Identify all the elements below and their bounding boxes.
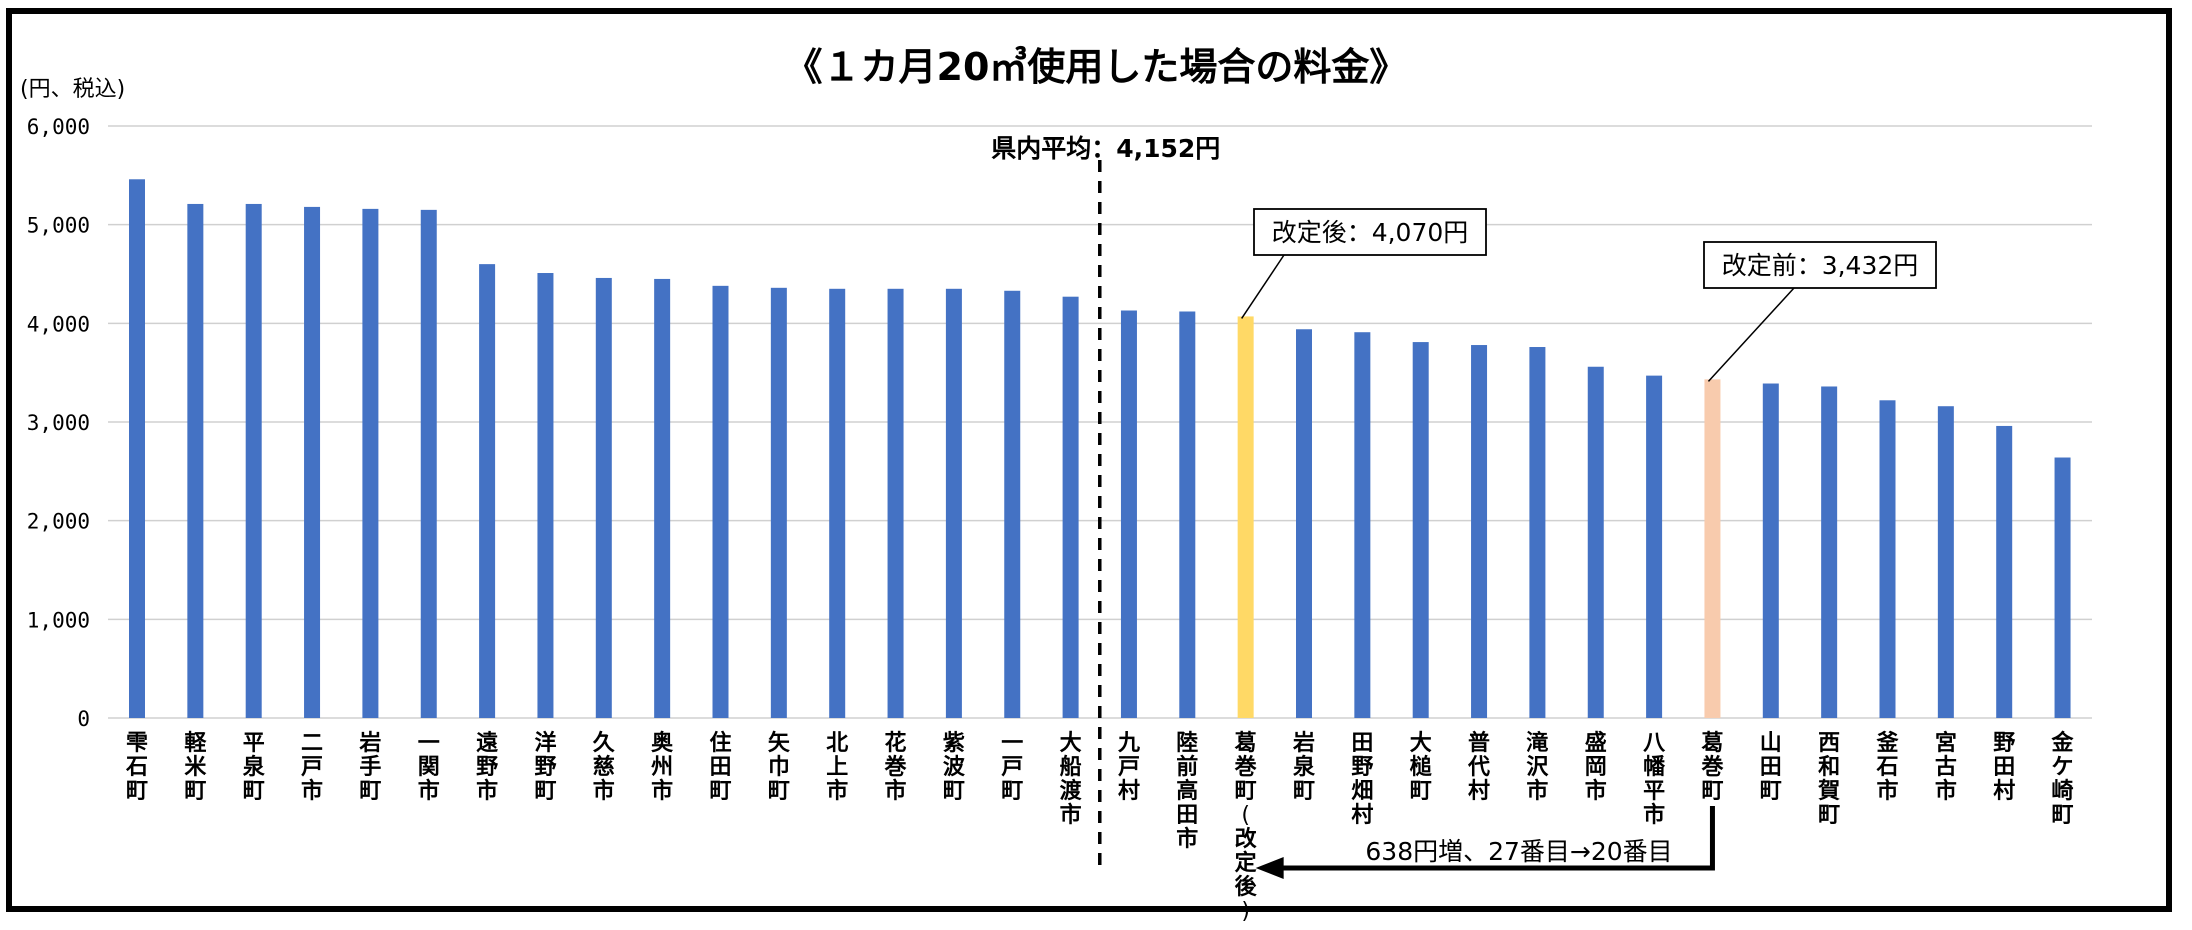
x-tick-label: 平泉町 [243,731,266,804]
x-tick-label: 釜石市 [1875,730,1899,804]
x-tick-label: 住田町 [709,730,731,804]
x-tick-label: 山田町 [1760,731,1782,804]
x-tick-label: 久慈市 [593,730,615,804]
x-tick-label: 遠野市 [476,730,498,804]
bar [1179,311,1196,718]
bar [1471,345,1488,718]
bar [1937,406,1954,718]
x-tick-label: 野田村 [1993,731,2015,804]
bar [245,203,262,719]
x-tick-label: 陸前高田市 [1176,730,1198,852]
bar [1412,342,1429,718]
x-tick-label: 葛巻町(改定後) [1234,731,1258,924]
bar [945,288,962,718]
x-tick-label: 二戸市 [301,731,323,804]
callout-leader-line [1707,287,1795,382]
x-tick-label: 岩泉町 [1292,731,1316,804]
x-tick-label: 金ケ崎町 [2051,730,2075,828]
arrowhead-icon [1255,857,1284,879]
x-tick-label: 田野畑村 [1351,731,1373,828]
bar [1354,332,1371,718]
x-tick-label: 一関市 [418,731,440,804]
bar [1762,383,1779,718]
bar [1120,310,1137,718]
chart-frame [6,8,2172,912]
x-tick-label: 洋野町 [534,730,556,804]
bar [187,203,204,719]
bar [595,277,612,718]
bar [1996,425,2013,718]
y-tick-label: 0 [77,707,90,731]
callout-box [1703,241,1937,289]
x-tick-label: 軽米町 [184,730,207,804]
bar [1296,329,1312,718]
x-tick-label: 花巻市 [885,730,907,804]
bar [362,208,379,718]
rank-change-label: 638円増、27番目→20番目 [1365,837,1672,866]
bar [1879,400,1896,718]
y-tick-label: 1,000 [27,608,90,632]
chart-title: 《１カ月20㎥使用した場合の料金》 [785,45,1408,89]
bar [1004,290,1021,718]
x-tick-label: 西和賀町 [1817,731,1840,828]
bar [1062,296,1079,718]
y-tick-label: 3,000 [27,411,90,435]
x-tick-label: 矢巾町 [768,730,791,804]
bar [770,287,787,718]
bar [537,273,554,718]
bar [1529,347,1546,718]
x-tick-label: 大船渡市 [1060,731,1083,828]
x-tick-label: 奥州市 [651,730,674,804]
bar [1704,379,1721,718]
bar [712,285,729,718]
bar [1646,375,1663,718]
x-tick-label: 盛岡市 [1585,730,1607,804]
bar [304,206,321,718]
callout-box [1253,208,1487,256]
x-tick-label: 葛巻町 [1700,731,1723,804]
bar [887,288,904,718]
x-tick-label: 滝沢市 [1526,731,1549,804]
x-tick-label: 大槌町 [1410,731,1432,804]
y-tick-label: 2,000 [27,510,90,534]
x-tick-label: 紫波町 [943,730,966,804]
y-axis-label: (円、税込) [20,77,125,102]
average-label: 県内平均：4,152円 [991,134,1220,163]
y-tick-label: 5,000 [27,214,90,238]
x-tick-label: 普代村 [1467,730,1490,804]
bar [1587,366,1604,718]
x-tick-label: 一戸町 [1001,731,1023,804]
bar [129,179,145,718]
y-tick-label: 6,000 [27,115,90,139]
bar [1821,386,1838,718]
rank-change-arrow [1279,806,1715,871]
x-tick-label: 雫石町 [125,731,148,804]
callout-label: 改定前：3,432円 [1722,251,1919,280]
x-tick-label: 八幡平市 [1643,731,1666,828]
x-tick-label: 宮古市 [1935,730,1957,804]
x-tick-label: 岩手町 [358,731,381,804]
bar [420,209,437,718]
callout-leader-line [1241,254,1285,319]
bar [829,288,846,718]
callout-label: 改定後：4,070円 [1272,218,1469,247]
x-tick-label: 北上市 [826,731,848,804]
bar [2054,457,2071,718]
bar [654,278,671,718]
x-tick-label: 九戸村 [1117,731,1140,804]
y-tick-label: 4,000 [27,312,90,336]
bar [1237,316,1254,718]
bar [479,264,496,718]
